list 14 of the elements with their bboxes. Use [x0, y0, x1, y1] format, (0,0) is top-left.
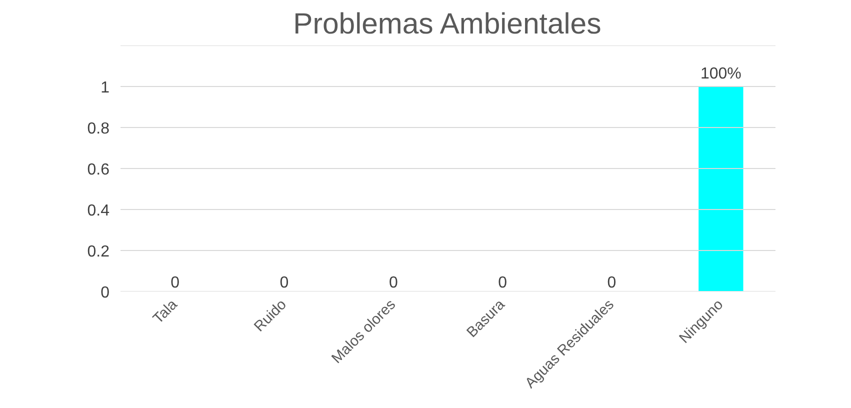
y-tick-label: 0.6 [87, 162, 110, 178]
data-label: 0 [607, 274, 616, 292]
data-label: 0 [170, 274, 180, 292]
data-label: 0 [388, 274, 398, 292]
y-tick-label: 0.4 [87, 202, 110, 220]
y-tick-label: 0.8 [87, 120, 110, 138]
y-tick-label: 0 [100, 284, 110, 302]
chart-title: Problemas Ambientales [293, 8, 602, 40]
y-tick-label: 0.2 [87, 244, 110, 260]
data-label: 0 [498, 274, 508, 292]
x-tick-label: Tala [150, 296, 182, 328]
data-label: 0 [280, 274, 289, 292]
data-label: 100% [700, 66, 742, 82]
y-tick-label: 1 [100, 80, 110, 96]
